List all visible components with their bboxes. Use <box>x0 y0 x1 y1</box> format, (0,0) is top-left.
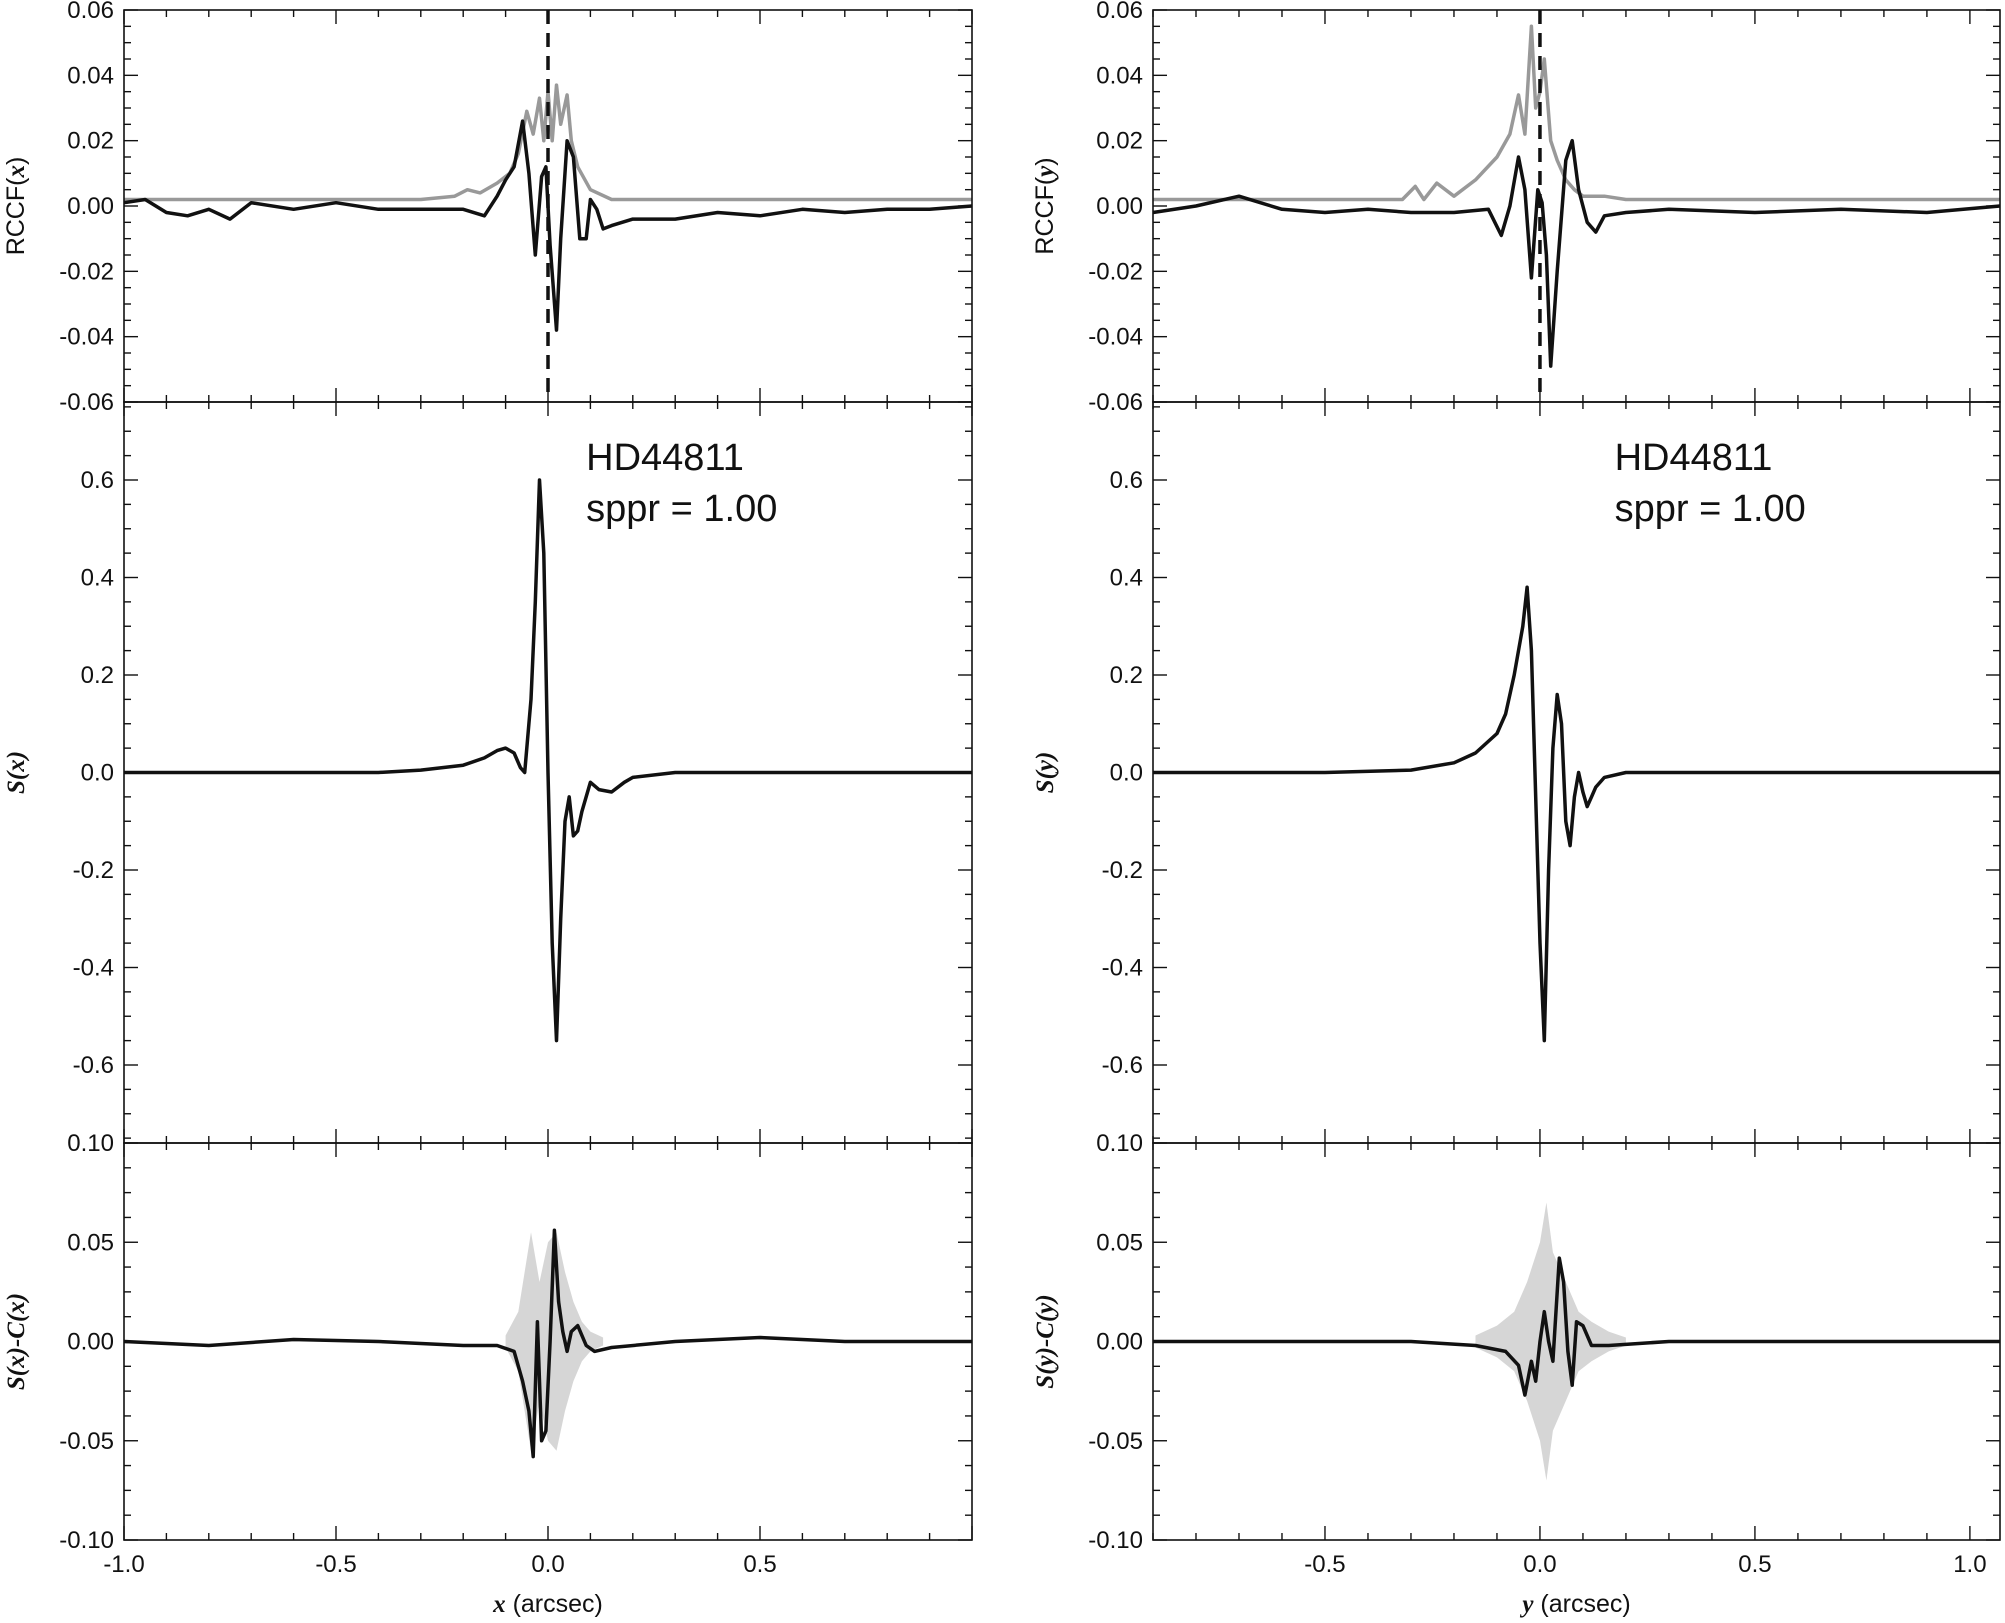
y-tick-label: 0.0 <box>81 760 114 787</box>
x-axis-label: x (arcsec) <box>492 1590 603 1618</box>
series-line-1 <box>1153 1256 2000 1397</box>
x-tick-label: 1.0 <box>1953 1551 1986 1578</box>
y-tick-label: 0.00 <box>67 1329 114 1356</box>
x-tick-label: 0.5 <box>743 1551 776 1578</box>
y-tick-label: 0.05 <box>67 1229 114 1256</box>
x-tick-label: -0.5 <box>315 1551 356 1578</box>
annotation-line-1: HD44811 <box>586 437 744 479</box>
y-tick-label: -0.4 <box>73 955 114 982</box>
y-tick-label: 0.2 <box>81 662 114 689</box>
y-tick-label: 0.2 <box>1110 662 1143 689</box>
y-tick-label: -0.10 <box>59 1527 114 1554</box>
panel-right-top: -0.06 -0.04 -0.02 0.00 0.02 0.04 0.06 RCCF(y) <box>1031 0 2001 416</box>
y-axis-label: S(x) <box>3 751 30 794</box>
y-tick-label: -0.05 <box>1088 1428 1143 1455</box>
y-axis-label: S(y)-C(y) <box>1032 1294 1059 1388</box>
x-tick-label: -0.5 <box>1304 1551 1345 1578</box>
y-tick-label: 0.06 <box>67 0 114 24</box>
x-tick-label: 0.0 <box>1523 1551 1556 1578</box>
y-tick-label: 0.02 <box>1096 128 1143 155</box>
panel-left-top: -0.06 -0.04 -0.02 0.00 0.02 0.04 0.06 RCCF(x) <box>2 0 973 416</box>
y-tick-label: -0.02 <box>59 258 114 285</box>
y-tick-label: -0.6 <box>1102 1052 1143 1079</box>
y-tick-label: 0.00 <box>1096 193 1143 220</box>
series-line-2 <box>123 119 973 332</box>
y-tick-label: 0.6 <box>1110 467 1143 494</box>
y-tick-label: 0.00 <box>67 193 114 220</box>
y-tick-label: 0.6 <box>81 467 114 494</box>
y-tick-label: -0.06 <box>1088 389 1143 416</box>
x-tick-label: 0.0 <box>531 1551 564 1578</box>
series-line-1 <box>124 83 972 202</box>
y-tick-label: 0.05 <box>1096 1229 1143 1256</box>
y-tick-label: -0.2 <box>73 857 114 884</box>
series-line-1 <box>123 1228 972 1459</box>
panel-right-bottom: -0.10 -0.05 0.00 0.05 0.10 -0.5 0.0 0.5 1.0 S(y)-… <box>1032 1130 2001 1618</box>
series-line-1 <box>124 478 972 1043</box>
y-axis-label: S(y) <box>1032 752 1059 794</box>
y-tick-label: -0.02 <box>1088 258 1143 285</box>
y-tick-label: -0.6 <box>73 1052 114 1079</box>
series-line-1 <box>1153 24 2000 202</box>
y-tick-label: 0.02 <box>67 128 114 155</box>
y-tick-label: 0.10 <box>67 1130 114 1157</box>
y-tick-label: 0.04 <box>67 62 114 89</box>
y-tick-label: 0.00 <box>1096 1329 1143 1356</box>
y-tick-label: -0.04 <box>1088 324 1143 351</box>
series-line-2 <box>1152 138 2001 368</box>
y-tick-label: -0.2 <box>1102 857 1143 884</box>
y-tick-label: 0.0 <box>1110 760 1143 787</box>
y-tick-label: -0.05 <box>59 1428 114 1455</box>
y-tick-label: 0.06 <box>1096 0 1143 24</box>
y-tick-label: 0.04 <box>1096 62 1143 89</box>
panel-left-bottom: -0.10 -0.05 0.00 0.05 0.10 -1.0 -0.5 0.0 0.5 S(x)… <box>3 1130 973 1618</box>
x-tick-label: -1.0 <box>103 1551 144 1578</box>
uncertainty-band <box>505 1232 604 1451</box>
y-tick-label: 0.4 <box>1110 565 1143 592</box>
annotation-line-1: HD44811 <box>1615 437 1773 479</box>
x-axis-label: y (arcsec) <box>1519 1590 1630 1618</box>
uncertainty-band <box>1475 1202 1626 1481</box>
series-line-1 <box>1153 585 2000 1043</box>
y-tick-label: 0.4 <box>81 565 114 592</box>
annotation-line-2: sppr = 1.00 <box>1615 488 1806 530</box>
panel-right-middle: -0.6 -0.4 -0.2 0.0 0.2 0.4 0.6 S(y) HD44811 sppr … <box>1032 401 2001 1144</box>
y-tick-label: -0.4 <box>1102 955 1143 982</box>
y-tick-label: 0.10 <box>1096 1130 1143 1157</box>
panel-left-middle: -0.6 -0.4 -0.2 0.0 0.2 0.4 0.6 S(x) HD44811 sppr … <box>3 401 973 1144</box>
panel-frame <box>1152 9 2001 403</box>
y-axis-label: S(x)-C(x) <box>3 1293 30 1390</box>
x-tick-label: 0.5 <box>1738 1551 1771 1578</box>
y-axis-label: RCCF(y) <box>1031 157 1059 254</box>
y-tick-label: -0.06 <box>59 389 114 416</box>
annotation-line-2: sppr = 1.00 <box>586 488 777 530</box>
y-axis-label: RCCF(x) <box>2 157 30 256</box>
y-tick-label: -0.04 <box>59 324 114 351</box>
y-tick-label: -0.10 <box>1088 1527 1143 1554</box>
